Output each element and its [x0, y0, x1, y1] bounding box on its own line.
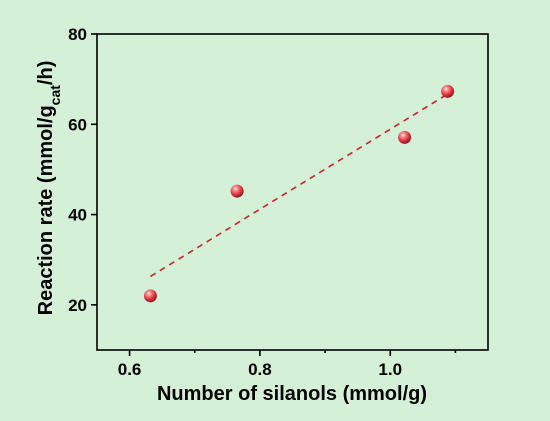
y-axis-title: Reaction rate (mmol/gcat/h) [35, 61, 63, 316]
y-tick-label: 80 [68, 25, 87, 44]
x-tick-label: 1.0 [378, 360, 402, 379]
plot-marks [143, 84, 455, 303]
trend-line [150, 93, 449, 278]
x-axis-title: Number of silanols (mmol/g) [157, 383, 427, 405]
y-axis-title-prefix: Reaction rate (mmol/g [35, 105, 57, 315]
y-tick-label: 60 [68, 115, 87, 134]
data-point [143, 289, 157, 303]
y-axis-title-subscript: cat [47, 85, 63, 106]
data-point [441, 84, 455, 98]
x-tick-label: 0.6 [118, 360, 142, 379]
data-point [398, 130, 412, 144]
y-tick-label: 20 [68, 296, 87, 315]
data-point [230, 184, 244, 198]
y-axis-title-suffix: /h) [35, 61, 57, 85]
x-tick-label: 0.8 [248, 360, 272, 379]
axes: 20 40 60 80 0.6 0.8 1.0 [68, 25, 489, 379]
plot-frame [96, 33, 489, 351]
y-tick-label: 40 [68, 206, 87, 225]
